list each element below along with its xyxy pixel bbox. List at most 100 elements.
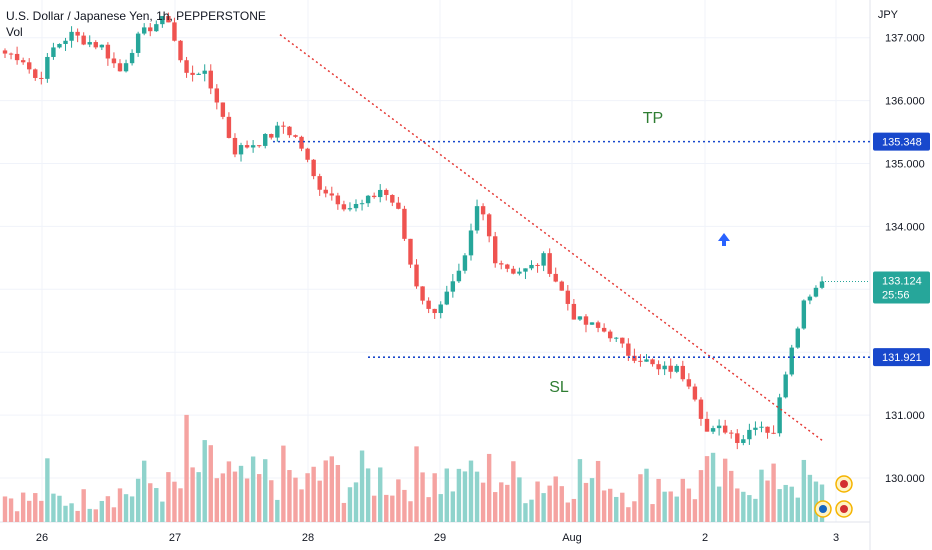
volume-bar (311, 466, 316, 522)
volume-bar (807, 474, 813, 522)
candle-body (692, 386, 698, 400)
volume-bar (553, 476, 558, 522)
candle-body (341, 204, 347, 210)
volume-bar (674, 496, 679, 522)
volume-bar (226, 461, 232, 522)
candle-body (129, 52, 135, 64)
candle-body (650, 359, 655, 365)
candle-body (353, 203, 359, 209)
candle-body (99, 44, 105, 48)
volume-bar (716, 486, 722, 522)
volume-bar (571, 498, 577, 522)
symbol-title: U.S. Dollar / Japanese Yen, 1h, PEPPERST… (6, 9, 266, 23)
candle-body (529, 264, 534, 269)
candle-body (202, 70, 207, 74)
candle-body (644, 359, 649, 362)
volume-bar (747, 495, 752, 522)
candle-body (69, 31, 74, 41)
volume-bar (462, 471, 468, 522)
price-tick-label: 131.000 (885, 410, 925, 422)
volume-bar (196, 472, 201, 522)
candle-body (607, 331, 613, 339)
candle-body (511, 268, 516, 274)
volume-bar (735, 488, 740, 522)
tp-label: TP (643, 110, 663, 127)
candle-body (93, 42, 98, 48)
candle-body (710, 428, 716, 432)
candle-body (365, 195, 371, 204)
candle-body (414, 264, 419, 287)
volume-bar (178, 488, 183, 522)
volume-bar (650, 504, 655, 522)
volume-indicator-label[interactable]: Vol (6, 25, 23, 39)
candle-body (662, 365, 667, 370)
candle-body (39, 77, 44, 79)
candle-body (783, 374, 788, 398)
candle-body (390, 195, 395, 203)
candle-body (813, 287, 819, 297)
volume-bar (105, 496, 111, 522)
volume-bar (208, 445, 213, 522)
candle-body (81, 35, 86, 45)
time-tick-label: 2 (702, 532, 708, 544)
sl-price-label: 131.921 (882, 352, 922, 364)
last-price-tag (873, 271, 930, 304)
volume-bar (250, 456, 256, 522)
volume-bar (505, 484, 510, 522)
volume-bar (117, 488, 123, 522)
tp-price-label: 135.348 (882, 137, 922, 149)
candle-body (747, 429, 752, 440)
candle-body (807, 296, 813, 301)
volume-bar (541, 493, 546, 522)
candle-body (238, 145, 244, 155)
price-axis-unit[interactable]: JPY (877, 9, 898, 21)
candle-body (329, 193, 334, 196)
volume-bar (759, 469, 764, 522)
candle-body (535, 264, 540, 266)
time-tick-label: 27 (169, 532, 181, 544)
candle-body (462, 255, 468, 271)
volume-bar (51, 493, 56, 522)
volume-bar (172, 481, 177, 522)
volume-bar (771, 463, 776, 522)
price-tick-label: 135.000 (885, 159, 925, 171)
volume-bar (432, 473, 437, 522)
candle-body (601, 327, 607, 332)
candle-body (638, 360, 643, 362)
volume-bar (511, 461, 516, 522)
candle-body (63, 40, 68, 44)
volume-bar (323, 460, 328, 522)
candle-body (111, 58, 117, 64)
volume-bar (148, 483, 153, 522)
candle-body (559, 281, 564, 291)
volume-bar (589, 478, 595, 522)
volume-bar (81, 489, 86, 522)
candle-body (420, 286, 425, 301)
candle-body (668, 365, 673, 372)
volume-bar (27, 500, 32, 522)
candle-body (620, 337, 625, 344)
candle-body (444, 291, 449, 305)
candle-body (359, 203, 365, 205)
volume-bar (335, 465, 341, 522)
up-arrow-stem (722, 239, 726, 246)
volume-bar (692, 499, 698, 522)
volume-bar (263, 459, 268, 522)
volume-bar (184, 414, 189, 522)
volume-bar (341, 502, 347, 522)
candle-body (8, 53, 14, 55)
candle-body (166, 16, 171, 23)
volume-bar (232, 471, 238, 522)
volume-bar (111, 507, 117, 522)
chart-legend: U.S. Dollar / Japanese Yen, 1h, PEPPERST… (6, 8, 266, 40)
volume-bar (347, 487, 353, 522)
candle-body (402, 208, 407, 239)
volume-bar (14, 511, 20, 522)
candle-body (523, 268, 528, 272)
volume-bar (202, 440, 207, 522)
volume-bar (813, 481, 819, 522)
volume-bar (359, 450, 365, 522)
bar-countdown: 25:56 (882, 290, 910, 302)
volume-bar (662, 491, 667, 522)
